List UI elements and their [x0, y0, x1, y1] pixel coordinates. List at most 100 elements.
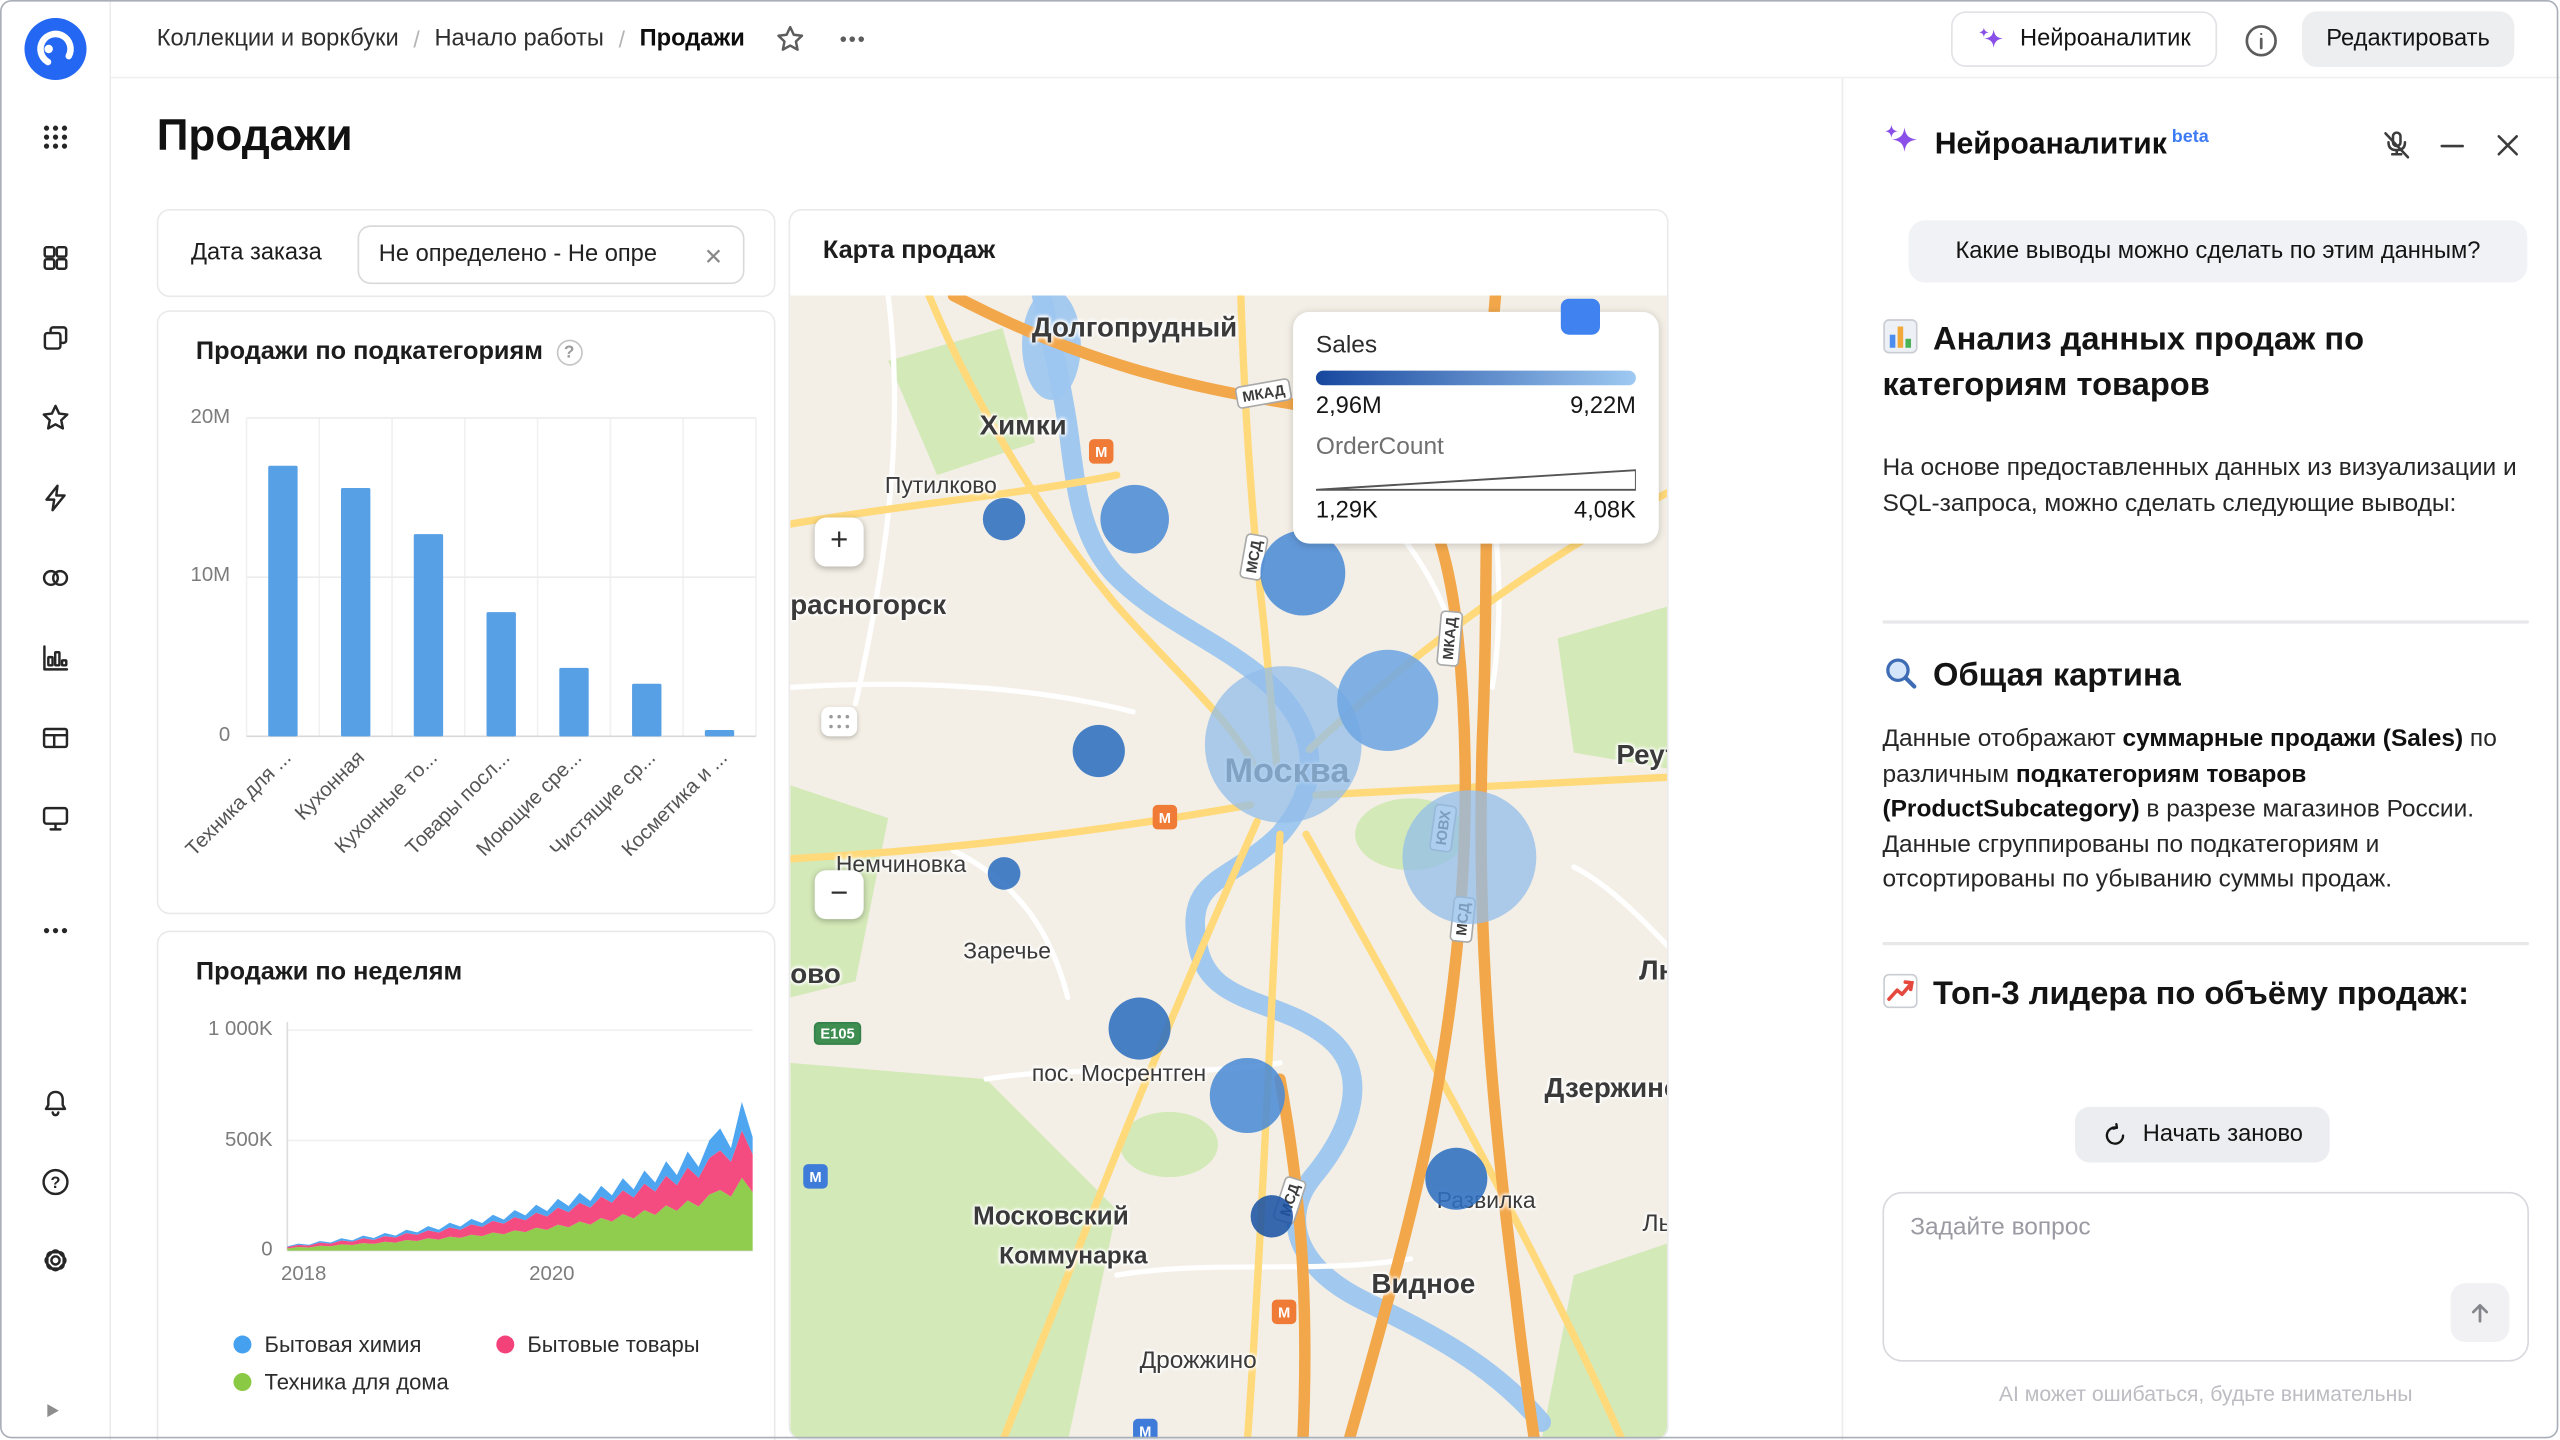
x-tick: 2018	[280, 1262, 327, 1285]
sales-bubble[interactable]	[987, 857, 1021, 890]
sales-bubble[interactable]	[1100, 484, 1169, 554]
map-layers-button[interactable]	[1560, 298, 1600, 335]
map-town-label: Реуто	[1616, 739, 1667, 771]
map-town-label: Долгопрудный	[1031, 311, 1238, 343]
map-town-label: Заречье	[963, 937, 1051, 964]
sales-bubble[interactable]	[1425, 1147, 1488, 1210]
legend-dot-green	[233, 1373, 252, 1392]
send-button[interactable]	[2450, 1283, 2510, 1343]
date-filter-select[interactable]: Не определено - Не опре ✕	[357, 225, 745, 285]
chart-up-emoji-icon	[1883, 973, 1918, 1009]
sales-bubble[interactable]	[1108, 997, 1171, 1060]
y-tick: 0	[218, 723, 231, 747]
legend-item[interactable]: Техника для дома	[233, 1370, 449, 1394]
count-size-glyph	[1315, 469, 1636, 491]
bar[interactable]	[559, 667, 589, 737]
map-town-label: расногорск	[790, 589, 947, 621]
sales-bubble[interactable]	[1204, 666, 1362, 823]
sales-bubble[interactable]	[1072, 724, 1125, 778]
sales-max: 9,22M	[1570, 393, 1636, 420]
sparkle-icon	[1979, 27, 2004, 48]
bar[interactable]	[632, 683, 662, 737]
bar[interactable]	[413, 534, 444, 737]
breadcrumb: Коллекции и воркбуки / Начало работы / П…	[157, 0, 869, 78]
neuro-analyst-button[interactable]: Нейроаналитик	[1951, 11, 2217, 67]
area-series[interactable]	[287, 1101, 753, 1248]
help-icon[interactable]: ?	[39, 1166, 72, 1199]
restart-button[interactable]: Начать заново	[2074, 1106, 2330, 1163]
charts-bolt-icon[interactable]	[39, 482, 72, 515]
page-title: Продажи	[156, 111, 353, 160]
header: Коллекции и воркбуки / Начало работы / П…	[111, 0, 2560, 79]
breadcrumb-separator: /	[413, 26, 420, 53]
legend-item[interactable]: Бытовые товары	[496, 1332, 700, 1357]
info-icon[interactable]	[2243, 23, 2277, 57]
filter-clear-icon[interactable]: ✕	[703, 242, 724, 269]
metro-station-icon: М	[1271, 1299, 1297, 1325]
y-tick: 1 000K	[207, 1017, 273, 1040]
collections-icon[interactable]	[39, 242, 72, 275]
legend-sales-label: Sales	[1315, 331, 1378, 360]
zoom-out-button[interactable]: −	[814, 870, 864, 920]
map-drag-handle[interactable]	[821, 706, 858, 737]
minimize-icon[interactable]	[2434, 127, 2470, 163]
sales-bubble[interactable]	[1402, 790, 1537, 925]
more-icon[interactable]	[39, 914, 72, 947]
edit-label: Редактировать	[2326, 26, 2490, 53]
more-actions-icon[interactable]	[836, 23, 869, 56]
y-tick: 10M	[190, 563, 231, 587]
breadcrumb-collections[interactable]: Коллекции и воркбуки	[156, 26, 399, 53]
map-viewport[interactable]: Долгопрудный Химки Путилково расногорск Моск…	[790, 295, 1667, 1439]
favorite-star-icon[interactable]	[774, 23, 807, 56]
datalens-logo[interactable]	[24, 17, 87, 80]
notifications-bell-icon[interactable]	[39, 1087, 72, 1120]
zoom-in-button[interactable]: +	[814, 517, 864, 567]
bar[interactable]	[486, 612, 516, 737]
favorites-star-icon[interactable]	[39, 402, 72, 435]
edit-button[interactable]: Редактировать	[2301, 11, 2515, 67]
map-town-label: Дрожжино	[1139, 1346, 1257, 1375]
map-legend: Sales 2,96M 9,22M OrderCount 1,29K 4,08K	[1293, 311, 1659, 544]
sidebar-collapse-icon[interactable]	[42, 1401, 62, 1421]
bar[interactable]	[704, 729, 735, 737]
bar[interactable]	[268, 465, 298, 737]
datasets-icon[interactable]	[39, 562, 72, 595]
dashboard-area: Продажи Дата заказа Не определено - Не о…	[111, 78, 1842, 1440]
sidebar: ?	[0, 0, 112, 1440]
legend-count-label: OrderCount	[1315, 432, 1444, 461]
question-input[interactable]	[1910, 1213, 2449, 1328]
overview-text: Данные отображают суммарные продажи (Sal…	[1882, 724, 2497, 894]
settings-gear-icon[interactable]	[39, 1244, 72, 1277]
refresh-icon	[2104, 1122, 2124, 1144]
voice-off-icon[interactable]	[2379, 127, 2415, 163]
area-series[interactable]	[287, 1177, 753, 1251]
map-town-label: ово	[790, 958, 841, 990]
chart-bars-icon[interactable]	[39, 642, 72, 675]
divider	[1882, 620, 2529, 624]
neuro-analyst-label: Нейроаналитик	[2020, 26, 2191, 53]
apps-grid-icon[interactable]	[39, 121, 72, 154]
subcategory-bar-chart-card: Продажи по подкатегориям ? 20M 10M 0 Тех…	[156, 310, 776, 915]
chart-help-icon[interactable]: ?	[556, 339, 583, 366]
area-series[interactable]	[287, 1130, 753, 1249]
dashboard-monitor-icon[interactable]	[39, 802, 72, 835]
bar[interactable]	[340, 487, 371, 737]
metro-station-icon: М	[803, 1164, 828, 1189]
map-town-label: Лю	[1639, 955, 1667, 987]
sales-bubble[interactable]	[1209, 1057, 1285, 1134]
workbooks-icon[interactable]	[39, 322, 72, 355]
sales-bubble[interactable]	[1250, 1195, 1294, 1238]
sales-bubble[interactable]	[982, 497, 1026, 541]
breadcrumb-getting-started[interactable]: Начало работы	[434, 26, 604, 53]
sales-map-card: Карта продаж	[788, 208, 1669, 1440]
user-question-bubble: Какие выводы можно сделать по этим данны…	[1908, 220, 2528, 283]
sales-bubble[interactable]	[1337, 649, 1439, 752]
divider	[1882, 942, 2529, 946]
header-actions: Нейроаналитик Редактировать	[1951, 0, 2515, 78]
breadcrumb-current: Продажи	[639, 26, 745, 53]
close-icon[interactable]	[2490, 127, 2526, 163]
legend-item[interactable]: Бытовая химия	[233, 1332, 421, 1357]
question-input-box	[1882, 1191, 2529, 1362]
sales-bubble[interactable]	[1260, 530, 1346, 616]
table-icon[interactable]	[39, 722, 72, 755]
